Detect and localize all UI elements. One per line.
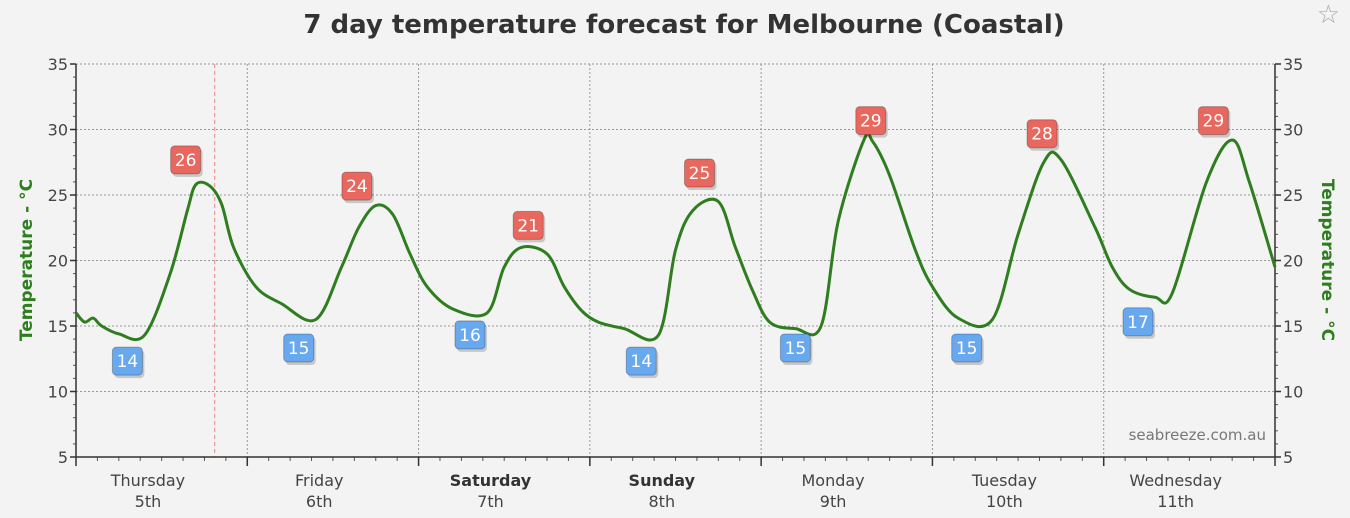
label-box — [512, 210, 544, 240]
min-temp-label: 15 — [779, 333, 813, 365]
label-box — [1026, 119, 1058, 149]
label-box — [1197, 106, 1229, 136]
y-tick-label-left: 10 — [48, 383, 68, 402]
label-box — [283, 333, 315, 363]
label-value: 29 — [860, 112, 882, 132]
temperature-line — [74, 131, 1277, 342]
min-temp-label: 16 — [454, 320, 487, 352]
y-tick-label-right: 10 — [1283, 383, 1303, 402]
label-box — [779, 333, 811, 363]
y-axis-label-right: Temperature - °C — [1317, 179, 1337, 341]
label-value: 26 — [175, 151, 197, 171]
y-tick-label-right: 30 — [1283, 121, 1303, 140]
series-layer — [74, 131, 1277, 342]
label-value: 29 — [1203, 112, 1225, 132]
y-tick-label-left: 15 — [48, 317, 68, 336]
star-icon[interactable]: ☆ — [1316, 0, 1340, 30]
x-tick-label-date: 5th — [135, 492, 162, 511]
label-value: 25 — [689, 164, 711, 184]
label-box — [683, 158, 715, 188]
label-value: 16 — [459, 326, 481, 346]
watermark: seabreeze.com.au — [1129, 426, 1266, 444]
x-tick-label-date: 7th — [477, 492, 504, 511]
x-tick-label-day: Wednesday — [1129, 471, 1222, 490]
max-temp-label: 25 — [683, 158, 717, 190]
y-tick-label-left: 20 — [48, 252, 68, 271]
label-value: 17 — [1127, 313, 1149, 333]
min-temp-label: 17 — [1122, 307, 1155, 339]
label-box — [1122, 307, 1154, 337]
min-temp-label: 15 — [951, 333, 984, 365]
y-tick-label-left: 5 — [58, 448, 68, 467]
x-tick-label-day: Monday — [801, 471, 864, 490]
label-box — [454, 320, 486, 350]
label-box — [625, 346, 657, 376]
max-temp-label: 21 — [512, 210, 546, 243]
label-value: 15 — [785, 339, 807, 359]
x-tick-label-date: 8th — [649, 492, 676, 511]
x-tick-label-date: 9th — [820, 492, 847, 511]
x-tick-label-date: 6th — [306, 492, 333, 511]
label-value: 15 — [956, 339, 978, 359]
label-value: 15 — [288, 339, 310, 359]
label-box — [111, 346, 143, 376]
max-temp-label: 24 — [341, 171, 374, 204]
y-tick-label-left: 30 — [48, 121, 68, 140]
x-tick-label-date: 10th — [986, 492, 1023, 511]
x-tick-label-day: Tuesday — [971, 471, 1037, 490]
label-value: 24 — [346, 177, 368, 197]
max-temp-label: 28 — [1026, 119, 1060, 151]
y-tick-label-right: 20 — [1283, 252, 1303, 271]
label-box — [855, 106, 887, 136]
x-tick-label-date: 11th — [1157, 492, 1194, 511]
y-axis-label-left: Temperature - °C — [17, 179, 37, 341]
value-labels: 26 24 21 25 29 28 29 14 15 16 14 15 15 17 — [111, 106, 1231, 379]
y-tick-label-right: 25 — [1283, 186, 1303, 205]
label-box — [341, 171, 373, 201]
x-tick-label-day: Saturday — [450, 471, 532, 490]
y-tick-label-right: 5 — [1283, 448, 1293, 467]
y-tick-label-left: 35 — [48, 55, 68, 74]
label-value: 21 — [517, 216, 539, 236]
label-value: 28 — [1031, 125, 1053, 145]
max-temp-label: 26 — [170, 145, 203, 177]
grid — [76, 63, 1275, 457]
y-tick-label-right: 15 — [1283, 317, 1303, 336]
y-tick-label-left: 25 — [48, 186, 68, 205]
x-tick-label-day: Thursday — [110, 471, 185, 490]
max-temp-label: 29 — [1197, 106, 1231, 138]
x-tick-label-day: Sunday — [629, 471, 696, 490]
max-temp-label: 29 — [855, 106, 888, 138]
min-temp-label: 14 — [625, 346, 659, 379]
x-tick-label-day: Friday — [295, 471, 344, 490]
label-box — [951, 333, 983, 363]
min-temp-label: 14 — [111, 346, 145, 379]
label-value: 14 — [117, 352, 139, 372]
chart-title: 7 day temperature forecast for Melbourne… — [303, 10, 1064, 40]
axes: 5 5 10 10 15 15 20 20 25 25 30 30 35 35 Thursday 5th Fri… — [48, 55, 1304, 511]
y-tick-label-right: 35 — [1283, 55, 1303, 74]
label-box — [170, 145, 202, 175]
label-value: 14 — [630, 352, 652, 372]
min-temp-label: 15 — [283, 333, 316, 365]
